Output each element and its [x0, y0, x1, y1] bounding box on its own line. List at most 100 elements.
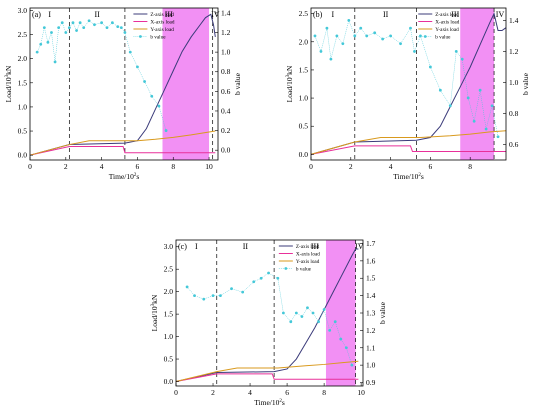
b-value-point — [116, 25, 120, 29]
b-value-point — [335, 34, 339, 38]
y2-tick-label: 0.6 — [221, 87, 231, 96]
b-value-point — [105, 26, 109, 30]
y-tick-label: 2.0 — [164, 287, 174, 296]
b-value-point — [490, 104, 494, 108]
x-axis-label: Time/102s — [254, 398, 285, 407]
y2-tick-label: 0.2 — [221, 126, 231, 135]
series-line — [175, 373, 359, 382]
b-value-point — [454, 50, 458, 53]
y-axis-label: Load/103kN — [285, 65, 294, 102]
panel-label: (a) — [32, 10, 41, 19]
y-tick-label: 0.0 — [164, 377, 174, 386]
b-value-point — [119, 26, 123, 30]
b-value-point — [409, 26, 412, 30]
b-value-point — [311, 311, 315, 315]
y-tick-label: 1.5 — [164, 310, 174, 319]
chart-panel-0: I II III IV0 2 4 6 8 100.00.51.01.52.02.53.00.00… — [4, 6, 242, 181]
y-tick-label: 1.0 — [164, 332, 174, 341]
b-value-point — [39, 42, 43, 46]
b-value-point — [350, 363, 354, 367]
legend-label: X-axis load — [435, 19, 459, 25]
legend-marker — [139, 35, 142, 38]
b-value-point — [339, 337, 343, 341]
b-value-point — [419, 34, 422, 38]
y-tick-label: 2.5 — [18, 30, 28, 39]
y-tick-label: 0.5 — [164, 355, 174, 364]
b-value-point — [67, 26, 71, 30]
b-value-point — [341, 42, 345, 46]
x-tick-label: 6 — [429, 162, 433, 171]
b-value-point — [150, 94, 154, 98]
y2-tick-label: 0.6 — [509, 140, 519, 149]
y-tick-label: 0.0 — [299, 150, 309, 159]
b-value-point — [466, 96, 470, 100]
b-value-point — [328, 328, 332, 332]
y-tick-label: 0.5 — [299, 122, 309, 131]
legend-label: b value — [435, 34, 451, 40]
stage-label: II — [94, 10, 100, 19]
b-value-point — [42, 26, 46, 30]
b-value-point — [60, 21, 64, 25]
chart-panel-2: I II III IV0 2 4 6 8 100.00.51.01.52.02.53.00.91… — [150, 239, 387, 407]
x-tick-label: 4 — [248, 388, 252, 397]
b-value-point — [128, 50, 132, 54]
b-value-point — [110, 21, 114, 25]
b-value-point — [428, 65, 432, 69]
b-value-point — [50, 31, 53, 34]
x-tick-label: 8 — [322, 388, 326, 397]
y2-axis-label: b value — [521, 72, 530, 95]
stage-label: II — [243, 242, 249, 251]
b-value-point — [185, 285, 189, 289]
stage-label: I — [332, 10, 335, 19]
b-value-point — [35, 50, 39, 54]
legend-label: Z-axis load — [296, 244, 320, 250]
b-value-point — [329, 57, 333, 61]
b-value-point — [289, 320, 293, 324]
y-tick-label: 3.0 — [164, 242, 174, 251]
b-value-point — [438, 88, 442, 92]
y-tick-label: 2.5 — [299, 9, 309, 18]
legend-label: Y-axis load — [296, 259, 320, 265]
y2-axis-label: b value — [378, 301, 387, 324]
x-tick-label: 8 — [171, 162, 175, 171]
legend-label: Y-axis load — [150, 27, 174, 33]
b-value-point — [78, 21, 82, 25]
series-line — [175, 248, 359, 382]
legend-marker — [284, 267, 288, 270]
series-line — [175, 360, 359, 382]
x-tick-label: 0 — [174, 388, 178, 397]
b-value-point — [347, 19, 351, 22]
b-value-point — [157, 104, 161, 108]
stage-label: III — [451, 10, 459, 19]
legend-label: b value — [296, 266, 312, 272]
highlight-zone — [162, 8, 210, 160]
b-value-point — [164, 129, 168, 132]
b-value-point — [399, 42, 402, 46]
y-axis-label: Load/103kN — [4, 65, 13, 102]
b-value-point — [333, 320, 337, 324]
b-value-point — [143, 80, 146, 83]
legend-label: b value — [150, 34, 166, 40]
b-value-line — [186, 272, 353, 366]
x-tick-label: 2 — [349, 162, 353, 171]
series-line — [29, 145, 216, 156]
b-value-point — [306, 306, 309, 310]
x-tick-label: 6 — [136, 162, 140, 171]
x-tick-label: 0 — [309, 162, 313, 171]
b-value-point — [276, 276, 280, 280]
y2-tick-label: 0.8 — [221, 67, 231, 76]
stage-label: IV — [355, 242, 364, 251]
x-tick-label: 6 — [285, 388, 289, 397]
stage-label: I — [48, 10, 51, 19]
series-line — [29, 130, 216, 156]
b-value-point — [313, 34, 317, 38]
legend-marker — [423, 35, 427, 38]
b-value-point — [373, 31, 377, 35]
x-axis-label: Time/102s — [109, 172, 140, 181]
b-value-point — [319, 50, 323, 53]
y2-tick-label: 1.4 — [509, 16, 519, 25]
y-tick-label: 1.0 — [18, 102, 28, 111]
b-value-point — [100, 21, 104, 25]
b-value-point — [322, 308, 326, 311]
